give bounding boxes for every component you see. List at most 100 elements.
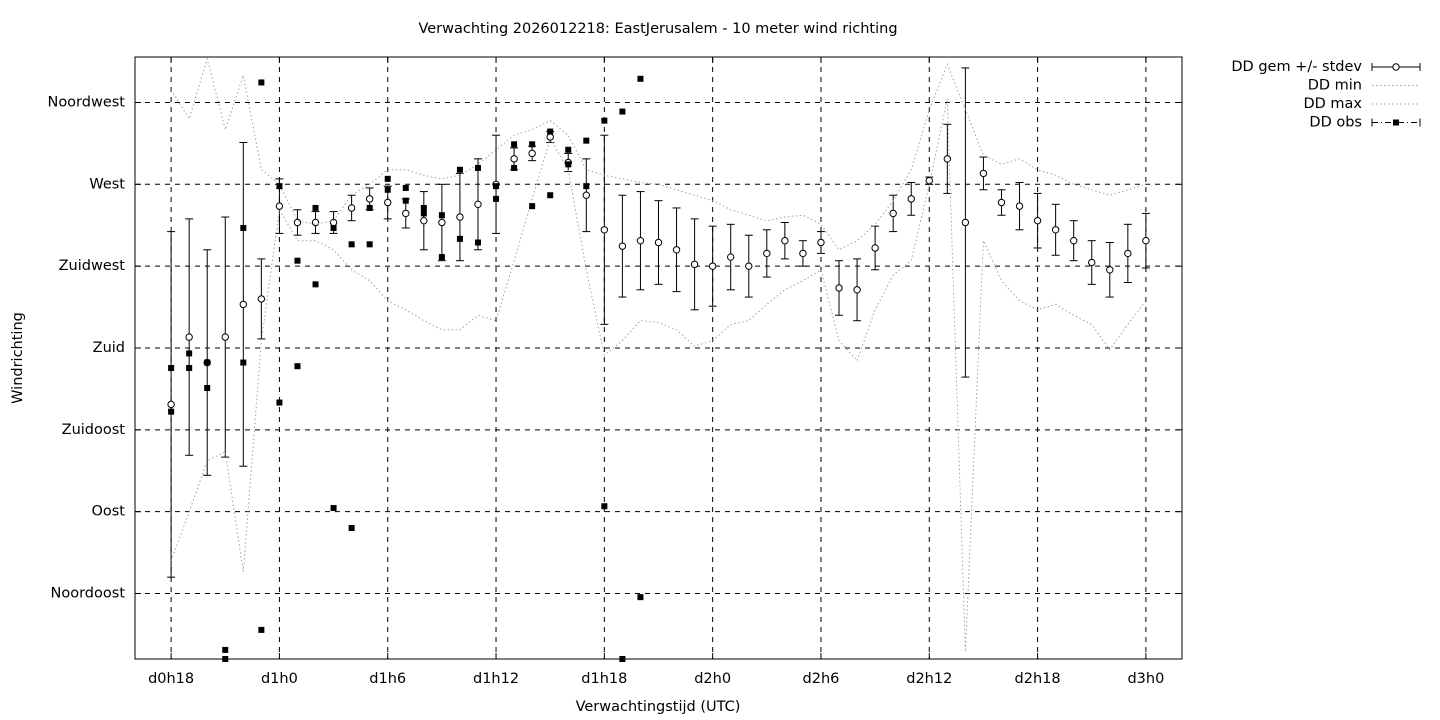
obs-point [258, 626, 265, 633]
mean-point [889, 209, 897, 218]
obs-point [168, 365, 175, 372]
x-tick-label: d1h6 [369, 671, 406, 687]
obs-point [186, 365, 193, 372]
x-tick-label: d1h18 [581, 671, 627, 687]
mean-point [654, 238, 663, 247]
legend-label: DD obs [1309, 115, 1362, 131]
mean-point [239, 300, 248, 309]
obs-point [384, 175, 391, 182]
obs-point [294, 363, 301, 370]
chart-title: Verwachting 2026012218: EastJerusalem - … [418, 21, 897, 37]
mean-point [600, 226, 609, 234]
legend-label: DD min [1308, 78, 1362, 94]
obs-point [366, 204, 373, 211]
obs-point [583, 183, 590, 190]
mean-point [402, 209, 410, 218]
obs-point [438, 254, 445, 261]
plot-frame [134, 56, 1183, 660]
obs-point [312, 204, 319, 211]
obs-point [312, 281, 319, 288]
obs-point [240, 224, 247, 231]
obs-point [420, 210, 427, 217]
obs-point [204, 359, 211, 366]
obs-point [240, 359, 247, 366]
mean-point [636, 236, 645, 245]
obs-point [565, 146, 572, 153]
obs-point [547, 192, 554, 199]
obs-point [619, 108, 626, 115]
legend-label: DD max [1303, 96, 1362, 112]
obs-point [420, 204, 427, 211]
obs-point [511, 164, 518, 171]
obs-point [637, 75, 644, 82]
mean-point [1015, 202, 1024, 210]
x-tick-label: d1h0 [261, 671, 298, 687]
obs-point [565, 161, 572, 168]
mean-point [745, 262, 753, 270]
mean-point [1142, 236, 1150, 245]
obs-point [456, 166, 463, 173]
mean-point [185, 333, 193, 341]
obs-point [348, 525, 355, 532]
obs-point [474, 164, 481, 171]
mean-point [979, 169, 988, 178]
obs-point [168, 408, 175, 415]
mean-point [997, 198, 1006, 207]
mean-point [817, 238, 825, 247]
x-tick-label: d2h0 [694, 671, 731, 687]
obs-point [276, 183, 283, 190]
obs-point [402, 197, 409, 204]
mean-point [907, 195, 915, 203]
mean-point [456, 213, 464, 221]
obs-point [547, 128, 554, 135]
y-tick-label: Zuidoost [62, 422, 126, 438]
mean-point [1051, 226, 1060, 234]
mean-point [618, 242, 627, 250]
mean-point [438, 218, 446, 227]
mean-point [167, 400, 175, 409]
obs-point [583, 137, 590, 144]
y-tick-label: Zuidwest [59, 258, 126, 274]
obs-point [529, 141, 536, 148]
mean-point [365, 195, 374, 203]
mean-point [925, 176, 933, 185]
mean-point [528, 149, 536, 158]
obs-point [348, 241, 355, 248]
mean-point [257, 295, 266, 303]
mean-point [871, 244, 879, 252]
obs-point [330, 224, 337, 231]
obs-point [402, 184, 409, 191]
mean-point [763, 249, 771, 258]
obs-point [493, 183, 500, 190]
mean-point [853, 286, 861, 294]
mean-point [275, 202, 284, 210]
mean-point [221, 333, 229, 341]
x-tick-label: d3h0 [1127, 671, 1164, 687]
obs-point [186, 350, 193, 357]
mean-point [311, 218, 320, 227]
obs-point [637, 594, 644, 601]
mean-point [384, 198, 392, 207]
mean-point [708, 262, 717, 270]
obs-point [276, 399, 283, 406]
obs-point [438, 212, 445, 219]
obs-point [619, 656, 626, 662]
mean-point [510, 155, 518, 163]
obs-point [601, 117, 608, 124]
x-tick-label: d0h18 [148, 671, 194, 687]
legend-swatch [1393, 119, 1399, 126]
y-axis-label: Windrichting [10, 312, 26, 404]
obs-point [529, 203, 536, 210]
obs-point [366, 241, 373, 248]
mean-point [293, 218, 302, 227]
obs-point [222, 656, 229, 662]
y-tick-label: Noordoost [51, 586, 126, 602]
mean-point [582, 191, 590, 199]
mean-point [690, 260, 699, 269]
x-tick-label: d2h18 [1015, 671, 1061, 687]
mean-point [835, 284, 843, 292]
mean-point [799, 249, 807, 258]
y-tick-label: West [89, 176, 125, 192]
